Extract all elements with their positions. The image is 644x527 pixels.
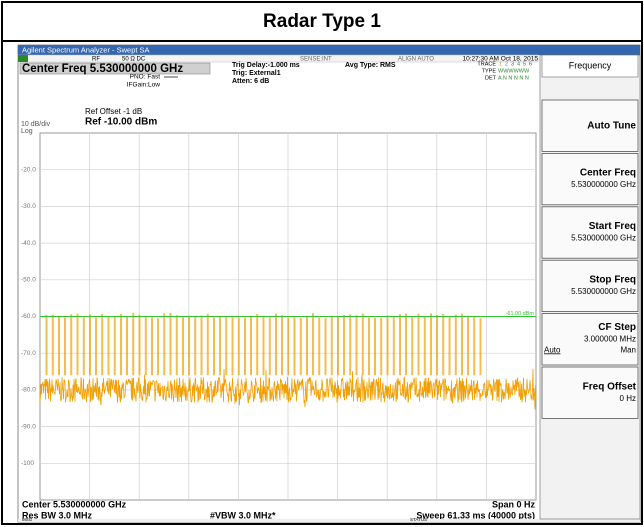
softkey[interactable] — [541, 152, 639, 206]
softkey-value: 5.530000000 GHz — [571, 234, 636, 243]
softkey-value: 3.000000 MHz — [584, 334, 636, 343]
y-axis-label: -50.0 — [21, 277, 36, 284]
impedance: 50 Ω DC — [122, 56, 146, 62]
softkey-label: Stop Freq — [589, 275, 636, 286]
ref-level: Ref -10.00 dBm — [85, 117, 157, 128]
display-line-label: -61.00 dBm — [506, 311, 535, 317]
title: Radar Type 1 — [263, 11, 381, 32]
pulse-trace — [45, 312, 482, 376]
trace-num: 2 — [505, 61, 508, 67]
message-bar — [18, 519, 640, 522]
trace-num: 1 — [499, 61, 502, 67]
y-axis-label: -30.0 — [21, 203, 36, 210]
softkey[interactable] — [541, 366, 639, 419]
type-values: WWWWWW — [498, 68, 530, 74]
y-axis-label: -70.0 — [21, 350, 36, 357]
avg-type: Avg Type: RMS — [345, 62, 396, 69]
trace-num: 3 — [511, 61, 514, 67]
ifgain: IFGain:Low — [127, 82, 161, 89]
softkey-label: Auto Tune — [587, 120, 636, 131]
y-axis-label: -40.0 — [21, 240, 36, 247]
y-axis-label: -100 — [21, 460, 34, 467]
trig: Trig: External1 — [232, 70, 281, 77]
atten: Atten: 6 dB — [232, 78, 269, 85]
softkey-value: 5.530000000 GHz — [571, 180, 636, 189]
softkey-label: Freq Offset — [583, 381, 637, 392]
status: STATUS — [410, 517, 427, 522]
align: ALIGN AUTO — [398, 56, 434, 62]
center-freq: Center Freq 5.530000000 GHz — [22, 63, 183, 75]
softkey[interactable] — [541, 259, 639, 313]
trace-num: 6 — [529, 61, 532, 67]
trace-num: 5 — [523, 61, 526, 67]
trace-num: 4 — [517, 61, 520, 67]
msg: MSG — [22, 517, 33, 522]
softkey-label: CF Step — [598, 322, 636, 333]
window-bar — [18, 45, 640, 55]
menu-title-box — [541, 54, 639, 78]
y-axis-label: -20.0 — [21, 166, 36, 173]
softkey-option: Man — [620, 345, 636, 354]
y-axis-label: -80.0 — [21, 387, 36, 394]
softkey[interactable] — [541, 206, 639, 259]
footer-res-bw: Res BW 3.0 MHz — [22, 510, 93, 520]
det-label: DET — [485, 75, 497, 81]
y-axis-label: -60.0 — [21, 313, 36, 320]
footer-vbw: #VBW 3.0 MHz* — [210, 510, 276, 520]
softkey-value: 0 Hz — [620, 394, 636, 403]
noise-trace — [39, 368, 537, 410]
softkey[interactable] — [541, 313, 639, 366]
y-axis-label: -90.0 — [21, 423, 36, 430]
softkey-label: Center Freq — [580, 168, 636, 179]
rf: RF — [92, 56, 100, 62]
trace-label: TRACE — [477, 61, 496, 67]
type-label: TYPE — [482, 68, 497, 74]
softkey[interactable] — [541, 99, 639, 152]
trig-delay: Trig Delay:-1.000 ms — [232, 62, 300, 69]
det-values: A N N N N N — [498, 75, 529, 81]
rf-indicator — [18, 55, 28, 62]
ref-offset: Ref Offset -1 dB — [85, 107, 142, 116]
softkey-value: 5.530000000 GHz — [571, 287, 636, 296]
softkey-label: Start Freq — [589, 221, 636, 232]
menu-title: Frequency — [569, 60, 612, 70]
footer-span: Span 0 Hz — [492, 499, 536, 509]
log: Log — [21, 128, 33, 135]
center-freq-box — [19, 62, 211, 75]
softkey-option: Auto — [544, 345, 561, 354]
datetime: 10:27:30 AM Oct 18, 2015 — [462, 56, 538, 63]
sense: SENSE:INT — [300, 56, 332, 62]
footer-center: Center 5.530000000 GHz — [22, 499, 127, 509]
window-title: Agilent Spectrum Analyzer - Swept SA — [22, 45, 150, 54]
scale: 10 dB/div — [21, 121, 51, 128]
footer-sweep: Sweep 61.33 ms (40000 pts) — [416, 510, 535, 520]
pno: PNO: Fast — [130, 74, 161, 81]
